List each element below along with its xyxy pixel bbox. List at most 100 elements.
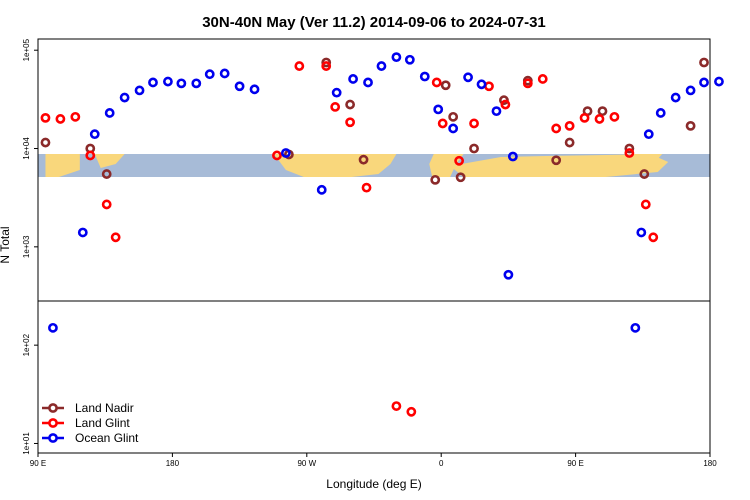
point-land-nadir bbox=[101, 169, 112, 179]
point-ocean-glint bbox=[348, 74, 358, 84]
map-land bbox=[45, 154, 80, 177]
point-ocean-glint bbox=[670, 92, 681, 103]
point-land-nadir bbox=[455, 172, 466, 183]
x-axis: 90 E 180 90 W 0 90 E 180 bbox=[30, 453, 717, 468]
point-land-nadir bbox=[358, 154, 369, 165]
point-land-glint bbox=[594, 114, 605, 124]
point-ocean-glint bbox=[176, 78, 187, 89]
y-axis: 1e+01 1e+02 1e+03 1e+04 1e+05 bbox=[22, 38, 38, 455]
point-ocean-glint bbox=[363, 77, 373, 88]
x-axis-label: Longitude (deg E) bbox=[326, 477, 421, 491]
legend-marker-land-glint bbox=[48, 418, 58, 428]
point-land-glint bbox=[391, 401, 402, 411]
x-tick-label: 90 W bbox=[297, 459, 316, 468]
point-ocean-glint bbox=[463, 72, 473, 83]
point-land-nadir bbox=[469, 143, 479, 154]
point-ocean-glint bbox=[191, 78, 202, 89]
y-tick-label: 1e+01 bbox=[22, 432, 31, 455]
point-ocean-glint bbox=[104, 108, 115, 118]
point-land-nadir bbox=[551, 155, 562, 166]
point-land-nadir bbox=[345, 99, 356, 110]
legend-label-land-nadir: Land Nadir bbox=[75, 401, 134, 415]
world-map-background bbox=[38, 154, 710, 177]
point-land-glint bbox=[110, 232, 121, 243]
point-ocean-glint bbox=[148, 77, 158, 88]
legend-label-land-glint: Land Glint bbox=[75, 416, 130, 430]
point-land-glint bbox=[624, 148, 635, 158]
point-land-nadir bbox=[639, 169, 650, 179]
point-ocean-glint bbox=[655, 108, 666, 118]
point-land-glint bbox=[437, 118, 448, 129]
point-land-nadir bbox=[440, 80, 451, 91]
point-ocean-glint bbox=[249, 84, 260, 95]
map-land bbox=[94, 154, 125, 168]
point-ocean-glint bbox=[630, 322, 641, 333]
point-ocean-glint bbox=[119, 92, 130, 103]
point-ocean-glint bbox=[77, 227, 88, 238]
point-land-nadir bbox=[597, 106, 608, 117]
point-ocean-glint bbox=[204, 69, 215, 80]
point-land-glint bbox=[55, 114, 66, 124]
point-land-nadir bbox=[624, 143, 635, 154]
point-land-nadir bbox=[448, 111, 459, 122]
legend-marker-ocean-glint bbox=[48, 433, 58, 443]
point-ocean-glint bbox=[685, 85, 696, 96]
point-ocean-glint bbox=[391, 52, 402, 63]
point-ocean-glint bbox=[643, 129, 654, 140]
point-ocean-glint bbox=[48, 322, 58, 333]
point-land-glint bbox=[537, 74, 548, 84]
point-land-glint bbox=[522, 78, 533, 89]
point-land-glint bbox=[564, 120, 575, 131]
x-tick-label: 90 E bbox=[567, 459, 583, 468]
point-land-glint bbox=[85, 150, 96, 161]
point-land-glint bbox=[40, 112, 51, 123]
map-land bbox=[632, 154, 663, 168]
point-land-glint bbox=[272, 150, 282, 161]
point-ocean-glint bbox=[234, 81, 245, 92]
legend-marker-land-nadir bbox=[48, 403, 58, 413]
point-land-glint bbox=[579, 112, 590, 123]
point-ocean-glint bbox=[448, 123, 459, 134]
point-ocean-glint bbox=[331, 87, 342, 98]
x-tick-label: 180 bbox=[166, 459, 180, 468]
point-land-nadir bbox=[685, 120, 696, 131]
point-land-glint bbox=[469, 118, 479, 129]
point-land-glint bbox=[500, 99, 511, 110]
point-land-glint bbox=[609, 111, 620, 122]
point-land-nadir bbox=[699, 57, 709, 68]
point-land-glint bbox=[648, 232, 659, 243]
point-land-nadir bbox=[40, 137, 51, 148]
point-land-glint bbox=[431, 77, 442, 88]
point-ocean-glint bbox=[419, 71, 430, 82]
point-ocean-glint bbox=[636, 227, 647, 238]
point-land-glint bbox=[294, 61, 305, 71]
point-land-nadir bbox=[321, 57, 332, 68]
point-ocean-glint bbox=[476, 79, 487, 90]
y-tick-label: 1e+04 bbox=[22, 137, 31, 160]
point-ocean-glint bbox=[503, 269, 514, 280]
point-land-glint bbox=[101, 199, 112, 210]
point-ocean-glint bbox=[714, 76, 724, 87]
plot-frame bbox=[37, 38, 711, 454]
point-land-glint bbox=[640, 199, 651, 210]
point-land-glint bbox=[345, 117, 356, 128]
point-ocean-glint bbox=[507, 151, 518, 162]
y-tick-label: 1e+03 bbox=[22, 235, 31, 258]
point-land-glint bbox=[551, 123, 562, 134]
point-ocean-glint bbox=[491, 106, 502, 117]
point-land-nadir bbox=[430, 174, 441, 185]
point-ocean-glint bbox=[316, 184, 327, 195]
y-tick-label: 1e+02 bbox=[22, 333, 31, 356]
point-ocean-glint bbox=[89, 129, 100, 140]
point-land-glint bbox=[70, 111, 81, 122]
map-land bbox=[450, 154, 669, 177]
point-land-glint bbox=[361, 182, 372, 193]
point-ocean-glint bbox=[699, 77, 709, 88]
legend-label-ocean-glint: Ocean Glint bbox=[75, 431, 139, 445]
map-land bbox=[273, 154, 397, 177]
point-land-glint bbox=[330, 102, 341, 112]
point-ocean-glint bbox=[163, 76, 173, 87]
point-ocean-glint bbox=[280, 148, 291, 158]
x-tick-label: 0 bbox=[439, 459, 444, 468]
